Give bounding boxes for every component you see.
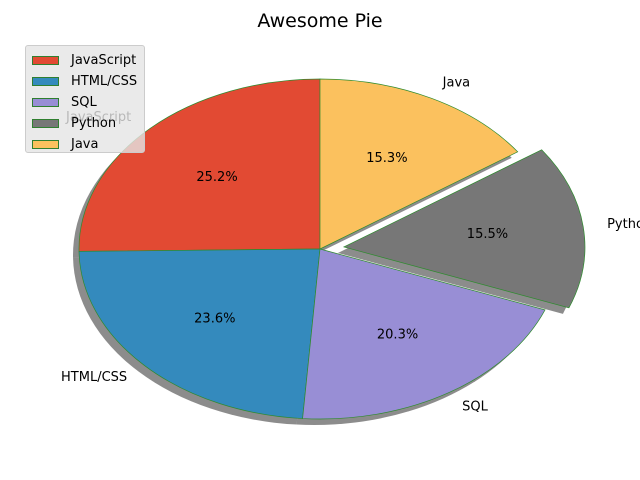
pie-slice-java <box>319 78 519 250</box>
legend-swatch-python <box>32 119 59 128</box>
legend-swatch-java <box>32 140 59 149</box>
pct-label-sql: 20.3% <box>377 328 418 343</box>
legend-swatch-javascript <box>32 56 59 65</box>
legend: JavaScript HTML/CSS SQL Python Java <box>25 45 145 153</box>
pie-slice-html-css <box>78 248 321 419</box>
legend-item-sql: SQL <box>32 92 144 113</box>
slice-label-html-css: HTML/CSS <box>61 370 127 385</box>
pct-label-java: 15.3% <box>366 151 407 166</box>
legend-item-javascript: JavaScript <box>32 50 144 71</box>
slice-label-java: Java <box>442 76 470 91</box>
legend-item-python: Python <box>32 113 144 134</box>
pie-slice-sql <box>302 248 546 420</box>
legend-item-html-css: HTML/CSS <box>32 71 144 92</box>
pie-slice-python <box>342 149 586 309</box>
chart-title: Awesome Pie <box>257 10 383 32</box>
legend-label-java: Java <box>71 137 99 152</box>
legend-item-java: Java <box>32 134 144 155</box>
legend-label-python: Python <box>71 116 117 131</box>
slice-label-sql: SQL <box>462 399 488 414</box>
legend-swatch-html-css <box>32 77 59 86</box>
pct-label-html-css: 23.6% <box>194 311 235 326</box>
legend-swatch-sql <box>32 98 59 107</box>
pct-label-python: 15.5% <box>467 227 508 242</box>
legend-label-html-css: HTML/CSS <box>71 74 138 89</box>
legend-label-javascript: JavaScript <box>71 53 137 68</box>
pie-slice-javascript <box>78 78 321 252</box>
legend-label-sql: SQL <box>71 95 97 110</box>
pct-label-javascript: 25.2% <box>196 170 237 185</box>
slice-label-python: Python <box>607 217 640 232</box>
